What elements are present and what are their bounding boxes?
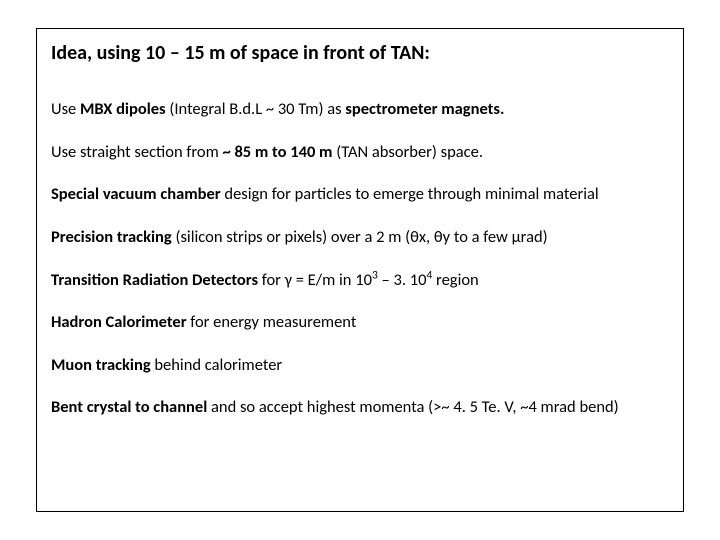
text: for γ = E/m in 10 <box>258 270 372 290</box>
bold-text: MBX dipoles <box>80 99 166 119</box>
bold-text: ~ 85 m to 140 m <box>223 142 333 162</box>
content-frame: Idea, using 10 – 15 m of space in front … <box>36 28 684 512</box>
line-vacuum-chamber: Special vacuum chamber design for partic… <box>51 184 669 205</box>
bold-text: Precision tracking <box>51 227 172 247</box>
text: Use <box>51 99 80 119</box>
line-hadron-calorimeter: Hadron Calorimeter for energy measuremen… <box>51 312 669 333</box>
line-muon-tracking: Muon tracking behind calorimeter <box>51 355 669 376</box>
text: Use straight section from <box>51 142 223 162</box>
line-transition-radiation: Transition Radiation Detectors for γ = E… <box>51 270 669 291</box>
text: – 3. 10 <box>378 270 427 290</box>
text: (Integral B.d.L ~ 30 Tm) as <box>166 99 346 119</box>
slide: Idea, using 10 – 15 m of space in front … <box>0 0 720 540</box>
text: and so accept highest momenta (>~ 4. 5 T… <box>207 397 618 417</box>
line-straight-section: Use straight section from ~ 85 m to 140 … <box>51 142 669 163</box>
text: behind calorimeter <box>151 355 283 375</box>
text: design for particles to emerge through m… <box>221 184 599 204</box>
slide-title: Idea, using 10 – 15 m of space in front … <box>51 41 669 65</box>
text: (silicon strips or pixels) over a 2 m (θ… <box>172 227 548 247</box>
bold-text: Special vacuum chamber <box>51 184 221 204</box>
line-bent-crystal: Bent crystal to channel and so accept hi… <box>51 397 669 418</box>
line-mbx-dipoles: Use MBX dipoles (Integral B.d.L ~ 30 Tm)… <box>51 99 669 120</box>
text: for energy measurement <box>187 312 357 332</box>
text: region <box>432 270 478 290</box>
bold-text: Muon tracking <box>51 355 151 375</box>
bold-text: Bent crystal to channel <box>51 397 207 417</box>
bold-text: Transition Radiation Detectors <box>51 270 258 290</box>
text: (TAN absorber) space. <box>332 142 483 162</box>
line-precision-tracking: Precision tracking (silicon strips or pi… <box>51 227 669 248</box>
bold-text: Hadron Calorimeter <box>51 312 187 332</box>
bold-text: spectrometer magnets. <box>345 99 504 119</box>
